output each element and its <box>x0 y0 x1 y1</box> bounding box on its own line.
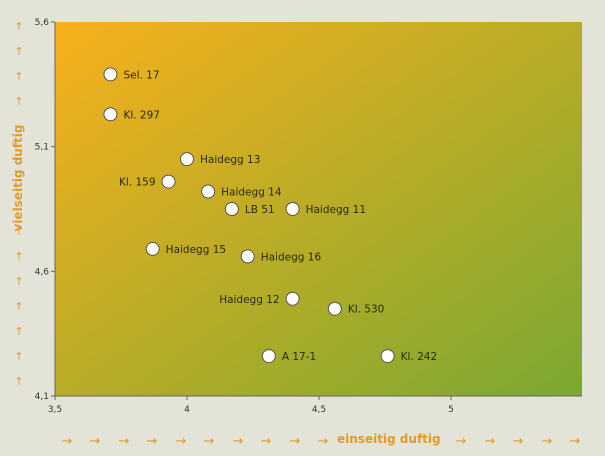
data-point-label: Sel. 17 <box>123 69 159 81</box>
x-tick-label: 4 <box>184 405 190 415</box>
data-point-label: Kl. 242 <box>401 351 438 363</box>
x-arrow-decoration: → <box>261 434 272 449</box>
y-tick-label: 4,1 <box>35 392 49 402</box>
data-point-marker <box>201 184 216 199</box>
data-point-label: Haidegg 15 <box>166 244 226 256</box>
y-arrow-decoration: ↑ <box>14 95 23 108</box>
y-arrow-decoration: ↑ <box>14 300 23 313</box>
data-point-marker <box>327 301 342 316</box>
data-point-marker <box>103 107 118 122</box>
data-point-marker <box>180 152 194 167</box>
x-arrow-decoration: → <box>290 434 301 449</box>
y-axis-title: vielseitig duftig <box>11 125 25 232</box>
x-arrow-decoration: → <box>62 434 73 449</box>
x-arrow-decoration: → <box>90 434 101 449</box>
data-point-label: Haidegg 16 <box>261 251 322 263</box>
x-arrow-decoration: → <box>456 434 467 449</box>
axis-ticks: 3,5 4 4,5 5 4,1 4,6 5,1 5,6 <box>35 18 454 415</box>
x-tick-label: 4,5 <box>312 405 326 415</box>
data-point-marker <box>285 202 300 216</box>
y-axis-title-column: ↑↑↑↑↑↑↑vielseitig duftig↑↑↑↑ <box>11 20 25 388</box>
y-arrow-decoration: ↑ <box>14 275 23 288</box>
y-tick-label: 4,6 <box>35 267 50 277</box>
data-point-label: Haidegg 14 <box>221 187 282 199</box>
x-arrow-decoration: → <box>542 434 553 449</box>
x-arrow-decoration: → <box>233 434 244 449</box>
x-axis-title-row: → → → → → → → → → → einseitig duftig → → → → → <box>62 432 581 449</box>
y-tick-label: 5,1 <box>35 143 49 153</box>
data-point-label: Kl. 159 <box>119 177 156 189</box>
data-point-marker <box>261 349 276 364</box>
data-point-label: A 17-1 <box>282 351 316 363</box>
x-arrow-decoration: → <box>485 434 496 449</box>
y-arrow-decoration: ↑ <box>14 250 23 263</box>
x-arrow-decoration: → <box>204 434 215 449</box>
data-point-label: Haidegg 12 <box>219 294 279 306</box>
y-tick-label: 5,6 <box>35 18 50 28</box>
data-point-marker <box>285 291 300 306</box>
y-arrow-decoration: ↑ <box>14 225 23 238</box>
data-points: Sel. 17 Kl. 297 Haidegg 13 Kl. 159 Haidegg 1… <box>103 67 438 364</box>
y-arrow-decoration: ↑ <box>14 350 23 363</box>
y-arrow-decoration: ↑ <box>14 45 23 58</box>
y-arrow-decoration: ↑ <box>14 325 23 338</box>
data-point-marker <box>161 174 176 189</box>
x-tick-label: 3,5 <box>48 405 62 415</box>
x-arrow-decoration: → <box>318 434 329 449</box>
data-point-label: LB 51 <box>245 204 275 216</box>
x-arrow-decoration: → <box>147 434 158 449</box>
plot-area <box>55 22 582 396</box>
data-point-label: Haidegg 13 <box>200 154 260 166</box>
y-arrow-decoration: ↑ <box>14 70 23 83</box>
x-arrow-decoration: → <box>119 434 130 449</box>
y-arrow-decoration: ↑ <box>14 20 23 33</box>
data-point-marker <box>103 67 118 82</box>
data-point-marker <box>145 241 160 256</box>
x-axis-title: einseitig duftig <box>337 432 441 446</box>
data-point-marker <box>380 349 395 364</box>
x-arrow-decoration: → <box>513 434 524 449</box>
data-point-label: Kl. 530 <box>348 304 385 316</box>
x-arrow-decoration: → <box>176 434 187 449</box>
x-arrow-decoration: → <box>570 434 581 449</box>
y-arrow-decoration: ↑ <box>14 375 23 388</box>
x-tick-label: 5 <box>448 405 454 415</box>
data-point-label: Haidegg 11 <box>306 204 366 216</box>
data-point-marker <box>224 202 239 216</box>
data-point-marker <box>240 249 255 264</box>
data-point-label: Kl. 297 <box>123 109 160 121</box>
